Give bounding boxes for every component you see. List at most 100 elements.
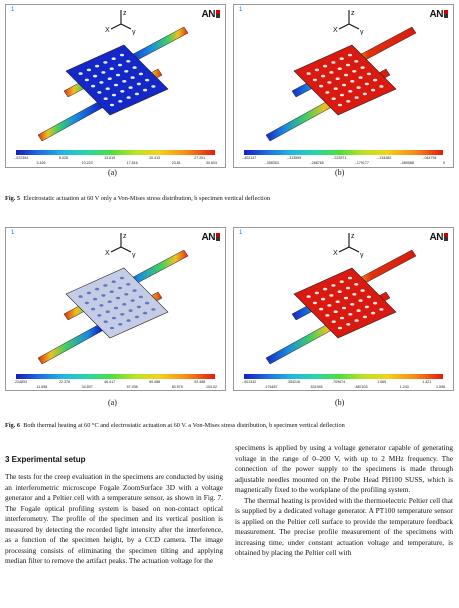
- plate-hole: [350, 303, 355, 306]
- plate-hole: [362, 315, 367, 319]
- x-axis-line: [338, 246, 350, 253]
- plate-hole: [101, 294, 106, 297]
- scale-tick-label: 11.658: [36, 385, 48, 389]
- plate-hole: [119, 53, 125, 57]
- fig5-sub-label-b: (b): [335, 168, 345, 177]
- plate-hole: [122, 303, 127, 306]
- plate-hole: [325, 314, 330, 317]
- y-axis-line: [120, 23, 132, 30]
- y-axis-label: y: [132, 252, 136, 258]
- scale-tick-label: 104.02: [206, 385, 217, 389]
- plate-hole: [312, 301, 317, 305]
- plate-hole: [120, 313, 125, 316]
- scale-tick-label: .887403: [354, 385, 368, 389]
- plate-hole: [115, 73, 121, 77]
- plate-hole: [151, 85, 156, 88]
- plate-hole: [366, 295, 371, 299]
- plate-hole: [118, 100, 123, 103]
- fig6-sub-label-b: (b): [335, 398, 345, 407]
- plate-hole: [339, 280, 344, 283]
- x-axis-label: X: [105, 27, 110, 34]
- plate-hole: [99, 81, 104, 84]
- plate-hole: [314, 291, 319, 295]
- plate-hole: [319, 307, 324, 311]
- scale-tick-label: 27.201: [194, 156, 206, 160]
- plate-hole: [345, 63, 351, 67]
- plate-hole: [360, 66, 365, 69]
- scale-ticks: -.901342 .176487 .354216 .531945 .709674 .887…: [242, 380, 445, 390]
- scale-tick-label: 20.413: [149, 156, 161, 160]
- plate-hole: [339, 57, 344, 60]
- scale-tick-label: 30.603: [206, 161, 217, 165]
- paragraph: The thermal heating is provided with the…: [235, 495, 453, 558]
- plate-hole: [337, 67, 342, 70]
- plate-hole: [113, 306, 119, 310]
- fig5-sub-label-a: (a): [108, 168, 117, 177]
- scale-tick-label: 3.426: [36, 161, 46, 165]
- central-plate: [65, 44, 169, 116]
- plate-hole: [364, 305, 369, 309]
- ansys-logo: AN: [430, 9, 448, 20]
- scale-tick-label: -.022354: [14, 156, 29, 160]
- plate-hole: [91, 84, 96, 88]
- plate-hole: [103, 97, 108, 100]
- plate-hole: [358, 299, 363, 302]
- plate-hole: [379, 308, 384, 311]
- plate-hole: [321, 297, 326, 301]
- plate-hole: [103, 61, 108, 64]
- plate-hole: [366, 72, 371, 76]
- scale-tick-label: -.134382: [377, 156, 392, 160]
- plate-hole: [132, 289, 137, 292]
- plate-hole: [354, 96, 359, 99]
- plate-hole: [306, 295, 311, 298]
- scale-tick-label: 17.816: [126, 161, 138, 165]
- plate-hole: [124, 293, 129, 296]
- fe-model-plot: [37, 249, 189, 365]
- plate-hole: [91, 307, 96, 311]
- plate-hole: [358, 76, 363, 79]
- scale-tick-label: 22.378: [59, 380, 71, 384]
- plate-hole: [341, 306, 347, 310]
- plate-hole: [337, 290, 342, 293]
- plate-hole: [130, 76, 135, 79]
- scale-tick-label: 1.243: [399, 385, 409, 389]
- scale-tick-label: 23.81: [171, 161, 181, 165]
- plate-hole: [337, 326, 343, 330]
- fig5-text: Electrostatic actuation at 60 V only a V…: [23, 195, 271, 202]
- scale-tick-label: -.223971: [332, 156, 347, 160]
- scale-tick-label: .224893: [14, 380, 27, 384]
- plate-hole: [354, 283, 359, 286]
- plate-hole: [327, 304, 332, 307]
- plate-hole: [356, 309, 361, 312]
- x-axis-line: [110, 246, 122, 253]
- paragraph: The tests for the creep evaluation in th…: [5, 472, 223, 566]
- plate-hole: [346, 100, 351, 103]
- plate-hole: [130, 299, 135, 302]
- plate-hole: [105, 87, 110, 90]
- color-scale-bar: [244, 150, 443, 155]
- plate-hole: [103, 320, 108, 323]
- plate-hole: [339, 93, 345, 97]
- scale-tick-label: -.358353: [264, 161, 279, 165]
- plate-hole: [352, 293, 357, 296]
- plate-hole: [352, 70, 357, 73]
- scale-tick-label: 6.026: [59, 156, 69, 160]
- plate-hole: [145, 301, 150, 305]
- scale-ticks: .224893 11.658 22.378 34.897 46.417 57.938 69.…: [14, 380, 217, 390]
- plate-hole: [360, 289, 365, 292]
- fig5-label: Fig. 5: [5, 195, 21, 202]
- plate-hole: [95, 64, 100, 68]
- plate-hole: [314, 68, 319, 72]
- plate-hole: [128, 309, 133, 312]
- color-scale-bar: [16, 150, 215, 155]
- central-plate: [293, 44, 397, 116]
- fig5-caption: Fig. 5 Electrostatic actuation at 60 V o…: [5, 195, 270, 202]
- plate-hole: [323, 287, 328, 291]
- panel-index: 1: [239, 7, 243, 13]
- plate-hole: [86, 68, 91, 72]
- y-axis-line: [120, 246, 132, 253]
- plate-hole: [134, 315, 139, 319]
- plate-hole: [373, 301, 378, 305]
- plate-hole: [111, 93, 117, 97]
